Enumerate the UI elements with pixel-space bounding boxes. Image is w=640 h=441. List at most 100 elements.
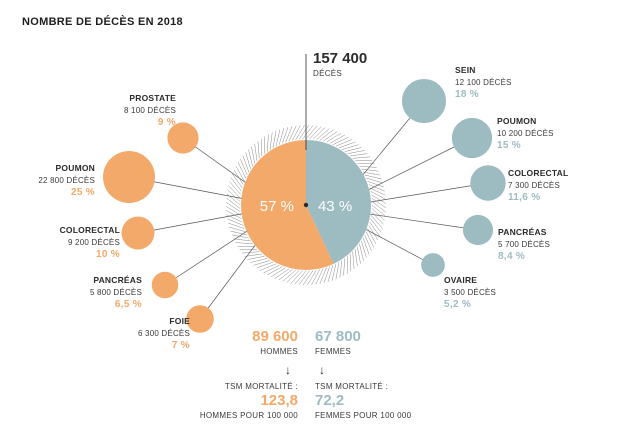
men-tsm-value: 123,8 <box>260 392 298 409</box>
men-bubble-labels: PROSTATE 8 100 DÉCÈS 9 % POUMON 22 800 D… <box>38 93 190 351</box>
hatch-stroke <box>227 218 244 226</box>
men-label-deaths-colorectal: 9 200 DÉCÈS <box>68 238 120 247</box>
hatch-stroke <box>368 184 385 192</box>
hatch-stroke <box>225 206 241 216</box>
men-tsm-unit: HOMMES POUR 100 000 <box>200 411 298 420</box>
hatch-stroke <box>343 258 346 276</box>
hatch-stroke <box>254 143 258 161</box>
hatch-stroke <box>344 147 362 152</box>
hatch-stroke <box>275 129 281 147</box>
hatch-stroke <box>302 270 314 286</box>
women-connector-3 <box>355 211 479 231</box>
hatch-stroke <box>354 249 358 267</box>
bubble-markers <box>103 78 506 333</box>
hatch-stroke <box>232 173 243 189</box>
hatch-stroke <box>226 210 242 219</box>
hatch-stroke <box>270 267 286 278</box>
hatch-stroke <box>371 201 386 213</box>
hatch-stroke <box>242 155 250 173</box>
hatch-stroke <box>226 197 241 209</box>
hatch-stroke <box>225 201 241 213</box>
hatch-stroke <box>263 265 280 274</box>
hatch-stroke <box>233 169 244 185</box>
pie-hatch-ring <box>225 124 387 286</box>
men-label-name-foie: FOIE <box>169 316 190 326</box>
hatch-stroke <box>245 152 251 170</box>
hatch-stroke <box>298 270 310 285</box>
hatch-stroke <box>295 124 305 140</box>
hatch-stroke <box>371 215 383 229</box>
women-label-deaths-colorectal: 7 300 DÉCÈS <box>508 181 560 190</box>
total-label: DÉCÈS <box>313 69 342 78</box>
men-label-name-pancreas: PANCRÉAS <box>93 275 142 285</box>
hatch-stroke <box>359 165 377 168</box>
women-bubble-labels: SEIN 12 100 DÉCÈS 18 % POUMON 10 200 DÉC… <box>444 65 568 310</box>
men-bubble-pancras <box>151 271 179 299</box>
hatch-stroke <box>338 141 356 149</box>
hatch-stroke <box>227 189 241 202</box>
pie-label-women: 43 % <box>318 198 352 215</box>
men-label-deaths-prostate: 8 100 DÉCÈS <box>124 106 176 115</box>
hatch-stroke <box>242 251 260 254</box>
hatch-stroke <box>367 181 385 188</box>
pie-slice-men <box>240 140 334 271</box>
hatch-stroke <box>229 226 246 233</box>
hatch-stroke <box>357 246 361 264</box>
hatch-stroke <box>339 260 343 278</box>
hatch-stroke <box>244 253 262 257</box>
women-label-name-poumon: POUMON <box>497 116 536 126</box>
hatch-stroke <box>247 256 265 260</box>
hatch-stroke <box>371 208 385 221</box>
hatch-stroke <box>237 162 246 179</box>
hatch-stroke <box>261 138 263 156</box>
men-label-name-poumon: POUMON <box>56 163 95 173</box>
men-bubble-foie <box>186 305 214 333</box>
pie-chart <box>240 140 371 271</box>
men-label-pct-colorectal: 10 % <box>96 249 120 260</box>
summary-men: 89 600 HOMMES ↓ TSM MORTALITÉ : 123,8 HO… <box>200 328 298 420</box>
women-tsm-value: 72,2 <box>315 392 344 409</box>
hatch-stroke <box>272 130 277 148</box>
hatch-stroke <box>292 125 301 141</box>
women-bubble-sein <box>401 78 447 124</box>
men-connector-2 <box>137 211 253 234</box>
hatch-stroke <box>240 159 248 176</box>
hatch-stroke <box>352 156 370 159</box>
hatch-stroke <box>335 139 352 147</box>
hatch-stroke <box>370 218 382 233</box>
men-label-name-prostate: PROSTATE <box>129 93 176 103</box>
hatch-stroke <box>239 248 257 250</box>
women-arrow-icon: ↓ <box>319 363 325 377</box>
men-label: HOMMES <box>260 347 298 356</box>
hatch-stroke <box>366 231 375 248</box>
women-label-pct-colorectal: 11,6 % <box>508 192 540 203</box>
hatch-stroke <box>266 134 269 152</box>
men-bubble-prostate <box>167 122 199 154</box>
hatch-stroke <box>316 128 330 140</box>
hatch-stroke <box>371 197 387 209</box>
hatch-stroke <box>278 128 285 145</box>
hatch-stroke <box>305 125 318 140</box>
hatch-stroke <box>285 126 293 143</box>
hatch-stroke <box>230 177 242 192</box>
summary-women: 67 800 FEMMES ↓ TSM MORTALITÉ : 72,2 FEM… <box>315 328 411 420</box>
women-label-deaths-poumon: 10 200 DÉCÈS <box>497 129 554 138</box>
hatch-stroke <box>251 146 255 164</box>
chart-title: NOMBRE DE DÉCÈS EN 2018 <box>22 15 183 28</box>
hatch-stroke <box>349 254 351 272</box>
women-bubble-colorectal <box>470 165 506 201</box>
women-bubble-poumon <box>451 117 493 159</box>
women-label-pct-pancreas: 8,4 % <box>498 251 525 262</box>
hatch-stroke <box>319 129 334 141</box>
women-label-pct-ovaire: 5,2 % <box>444 299 471 310</box>
hatch-stroke <box>231 234 249 239</box>
hatch-stroke <box>364 234 372 251</box>
women-connector-1 <box>355 137 473 197</box>
hatch-stroke <box>282 126 289 144</box>
hatch-stroke <box>352 251 355 269</box>
men-connector-3 <box>164 223 259 286</box>
hatch-stroke <box>323 266 330 284</box>
hatch-stroke <box>355 160 373 162</box>
